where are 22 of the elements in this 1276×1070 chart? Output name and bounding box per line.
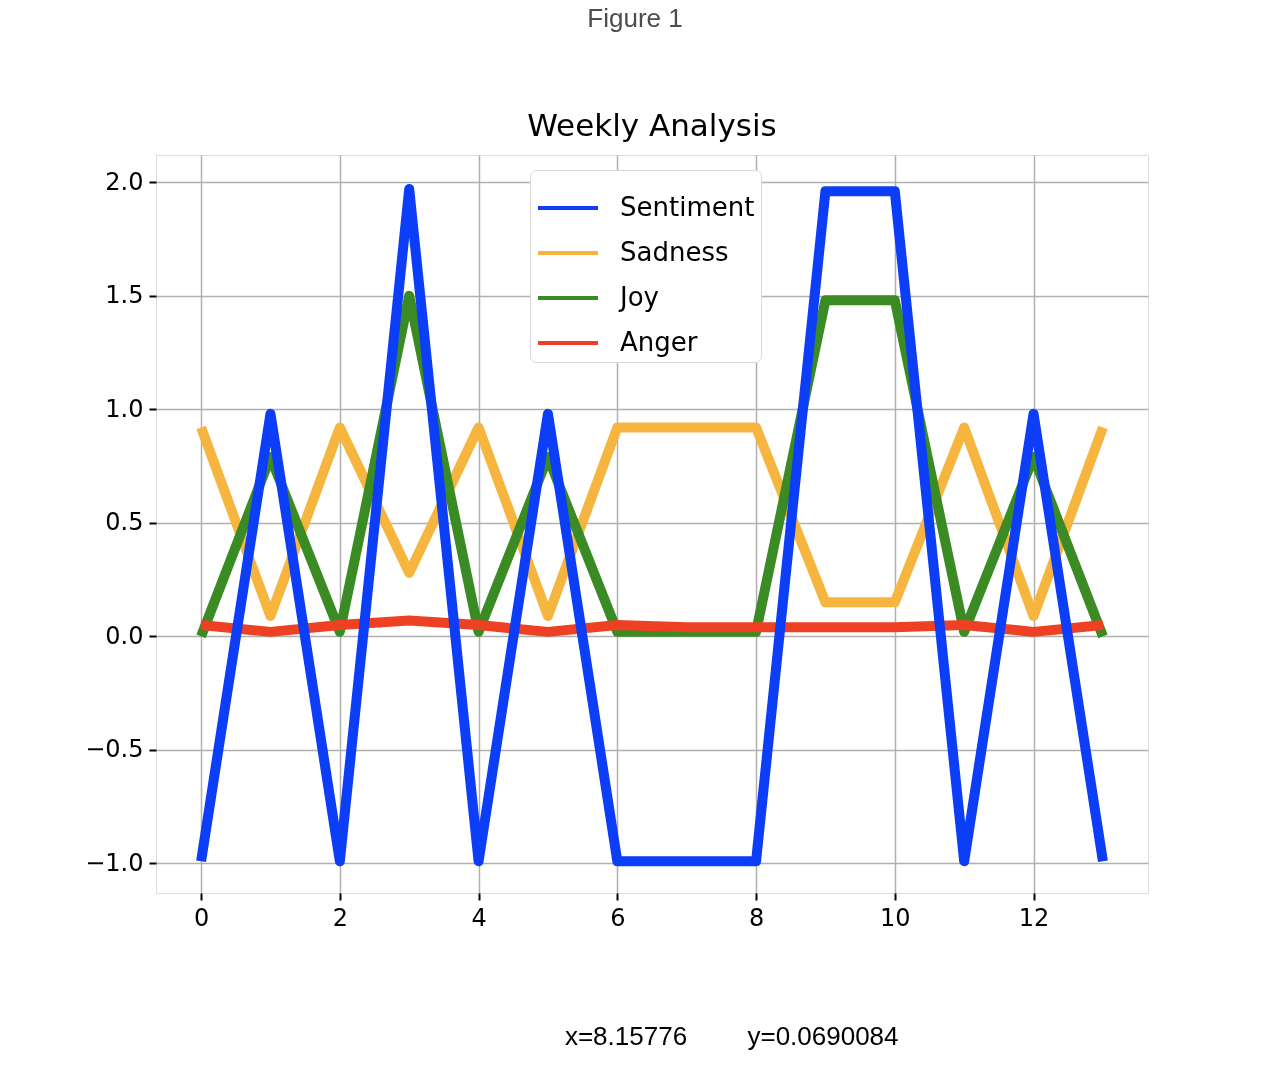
legend-label: Anger xyxy=(620,327,698,357)
x-tick-label: 0 xyxy=(193,903,210,932)
chart-title: Weekly Analysis xyxy=(527,107,777,143)
x-tick-label: 6 xyxy=(610,903,626,932)
x-tick-label: 4 xyxy=(471,903,487,932)
x-tick-label: 10 xyxy=(880,903,911,932)
y-tick-label: 2.0 xyxy=(105,167,144,196)
x-tick-label: 12 xyxy=(1018,903,1050,932)
y-tick-label: 0.0 xyxy=(105,621,144,650)
legend-label: Sentiment xyxy=(620,192,755,222)
text: x=8.15776 xyxy=(564,1021,688,1051)
x-tick-label: 2 xyxy=(332,903,348,932)
y-tick-label: 1.0 xyxy=(105,394,144,423)
text: y=0.0690084 xyxy=(747,1021,899,1051)
y-tick-label: 1.5 xyxy=(105,281,144,310)
y-tick-label: 0.5 xyxy=(105,508,144,537)
legend-label: Joy xyxy=(618,282,659,312)
y-tick-label: −0.5 xyxy=(85,735,144,764)
legend-label: Sadness xyxy=(620,237,729,267)
x-tick-label: 8 xyxy=(748,903,765,932)
caption: Figure 1 xyxy=(587,3,683,33)
y-tick-label: −1.0 xyxy=(85,848,144,877)
